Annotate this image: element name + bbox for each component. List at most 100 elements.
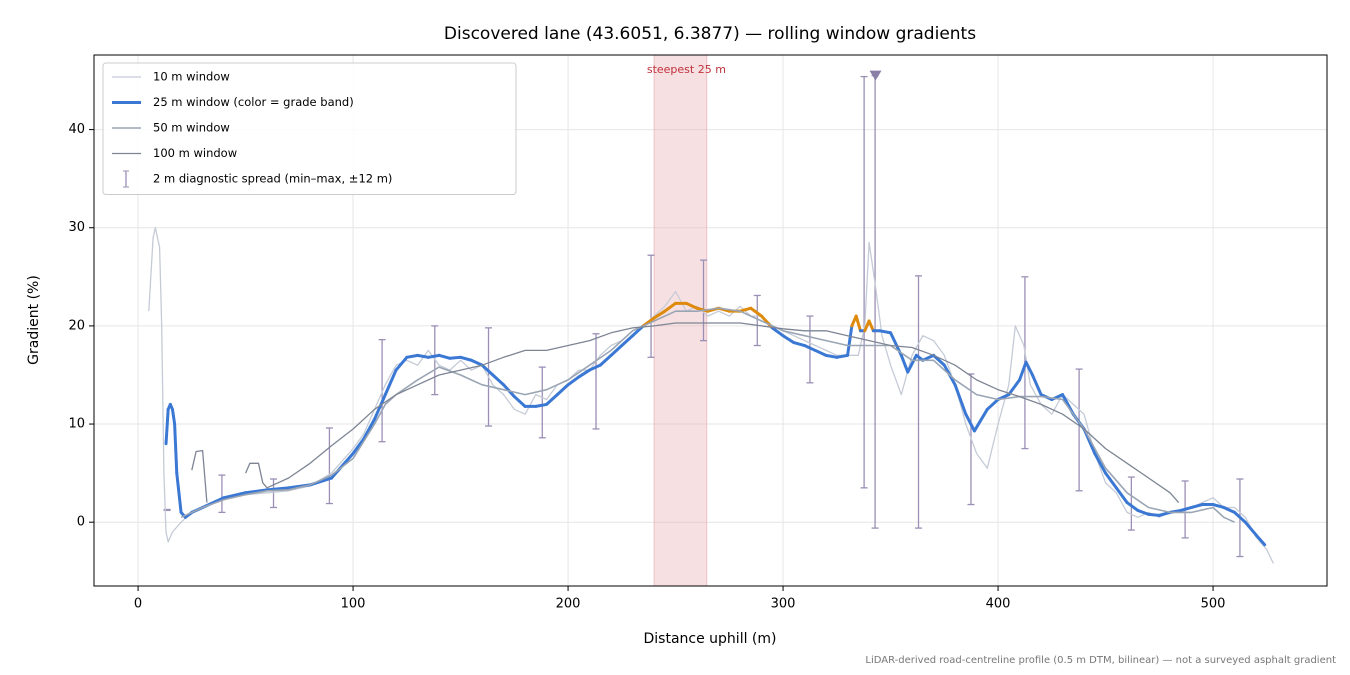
error-bar: [1075, 368, 1083, 492]
line-segment: [1179, 505, 1194, 512]
line-segment: [906, 353, 918, 374]
y-axis-label: Gradient (%): [26, 275, 42, 365]
line-segment: [1018, 360, 1028, 382]
line-segment: [1030, 373, 1043, 397]
line-segment: [1222, 505, 1237, 514]
error-bar: [538, 366, 546, 439]
line-segment: [222, 491, 248, 500]
line-segment: [792, 341, 807, 348]
x-tick-label: 0: [134, 597, 142, 612]
line-segment: [1211, 503, 1226, 509]
line-segment: [1125, 501, 1140, 512]
line-segment: [1007, 378, 1022, 397]
line-segment: [899, 353, 910, 374]
error-bar: [860, 75, 868, 489]
line-segment: [373, 393, 387, 421]
error-bar: [1127, 476, 1135, 531]
line-segment: [416, 353, 430, 359]
line-segment: [1104, 471, 1118, 490]
line-segment: [164, 407, 170, 446]
line-segment: [577, 368, 592, 379]
line-segment: [803, 344, 817, 352]
error-bar: [270, 478, 278, 509]
line-segment: [964, 412, 976, 433]
line-segment: [512, 395, 527, 408]
x-tick-label: 100: [341, 597, 366, 612]
error-bar: [218, 474, 226, 514]
line-segment: [459, 355, 473, 362]
line-segment: [598, 353, 613, 367]
span-label: steepest 25 m: [647, 63, 726, 76]
line-segment: [770, 326, 785, 338]
line-segment: [534, 402, 549, 408]
series-line: [148, 227, 1274, 564]
x-axis-label: Distance uphill (m): [644, 631, 777, 647]
y-tick-label: 10: [68, 417, 85, 432]
y-tick-label: 0: [77, 515, 85, 530]
line-segment: [663, 301, 678, 313]
legend-label: 10 m window: [153, 70, 230, 84]
line-segment: [1093, 451, 1108, 475]
line-segment: [824, 353, 839, 359]
line-segment: [555, 383, 570, 397]
highlight-span: [653, 54, 708, 587]
legend-label: 2 m diagnostic spread (min–max, ±12 m): [153, 172, 392, 186]
line-segment: [813, 348, 828, 357]
line-segment: [170, 407, 177, 426]
line-segment: [609, 344, 624, 357]
line-segment: [545, 393, 559, 406]
line-segment: [867, 319, 875, 333]
line-segment: [480, 363, 495, 377]
x-tick-label: 400: [986, 597, 1011, 612]
line-segment: [491, 373, 506, 387]
line-segment: [835, 353, 850, 359]
line-segment: [781, 334, 796, 345]
line-segment: [1157, 510, 1172, 517]
line-segment: [972, 407, 989, 433]
x-tick-label: 500: [1201, 597, 1226, 612]
line-segment: [437, 353, 452, 360]
y-tick-label: 40: [68, 122, 85, 137]
line-segment: [175, 471, 183, 514]
line-segment: [566, 375, 581, 387]
chart-title: Discovered lane (43.6051, 6.3877) — roll…: [444, 24, 976, 44]
line-segment: [932, 353, 946, 367]
line-segment: [173, 422, 179, 475]
line-segment: [1024, 360, 1034, 377]
line-segment: [588, 363, 602, 372]
error-bar: [325, 427, 333, 505]
line-segment: [426, 353, 441, 359]
series-line: [191, 322, 1180, 504]
legend-label: 25 m window (color = grade band): [153, 95, 354, 109]
line-segment: [985, 398, 1000, 411]
line-segment: [921, 353, 936, 362]
error-bar: [753, 294, 761, 347]
line-segment: [351, 437, 366, 455]
line-segment: [1243, 520, 1258, 537]
line-segment: [1254, 533, 1267, 547]
line-segment: [1233, 510, 1247, 524]
line-segment: [620, 334, 635, 348]
legend-box: [102, 62, 517, 195]
x-tick-label: 300: [771, 597, 796, 612]
plot-frame: [93, 54, 1328, 587]
peak-marker: [869, 70, 882, 81]
error-bar: [915, 275, 923, 529]
x-tick-label: 200: [556, 597, 581, 612]
line-segment: [684, 301, 699, 310]
line-segment: [244, 488, 269, 495]
error-bar: [592, 333, 600, 430]
line-segment: [405, 353, 420, 359]
line-segment: [469, 358, 484, 367]
legend-label: 100 m window: [153, 146, 237, 160]
y-tick-label: 20: [68, 318, 85, 333]
line-segment: [383, 368, 398, 397]
line-segment: [362, 417, 377, 441]
line-segment: [738, 306, 753, 313]
line-segment: [749, 306, 764, 318]
line-segment: [448, 355, 463, 360]
error-bar: [700, 259, 708, 342]
legend-label: 50 m window: [153, 121, 230, 135]
line-segment: [854, 314, 862, 333]
